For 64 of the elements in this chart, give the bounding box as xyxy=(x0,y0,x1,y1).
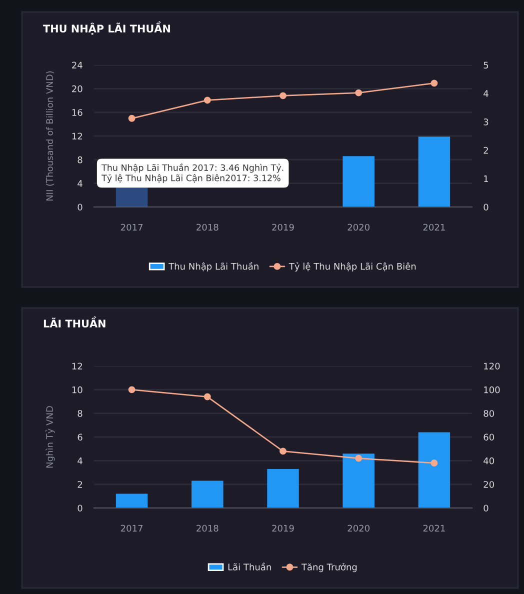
y-tick-label: 24 xyxy=(72,62,82,68)
x-tick-label: 2019 xyxy=(272,224,294,231)
y2-tick-label: 1 xyxy=(484,175,488,182)
y2-tick-label: 20 xyxy=(484,481,494,488)
y-axis-title: Nghìn Tỷ VND xyxy=(46,406,55,468)
point xyxy=(128,114,136,122)
y-axis-title: NII (Thousand of Billion VND) xyxy=(46,71,54,201)
y2-tick-label: 3 xyxy=(484,118,488,126)
point xyxy=(355,454,362,462)
x-tick-label: 2021 xyxy=(423,524,445,532)
y-tick-label: 10 xyxy=(72,386,82,394)
y2-tick-label: 5 xyxy=(484,62,488,69)
chart-title: THU NHẬP LÃI THUẦN xyxy=(43,21,170,35)
bar xyxy=(418,136,450,207)
point xyxy=(355,89,362,96)
bar xyxy=(116,186,148,207)
bar xyxy=(342,156,374,207)
y2-tick-label: 80 xyxy=(484,410,494,417)
point xyxy=(430,80,438,87)
legend-label: Thu Nhập Lãi Thuần xyxy=(168,262,258,272)
y2-tick-label: 0 xyxy=(484,504,488,512)
point xyxy=(204,393,211,400)
x-tick-label: 2020 xyxy=(348,224,370,231)
x-tick-label: 2018 xyxy=(196,224,218,231)
y-tick-label: 0 xyxy=(78,204,82,211)
y-tick-label: 4 xyxy=(78,458,82,464)
legend-label: Tăng Trưởng xyxy=(301,562,357,572)
bar xyxy=(116,494,148,508)
point xyxy=(430,460,438,467)
y-tick-label: 0 xyxy=(78,504,82,512)
y-tick-label: 12 xyxy=(72,132,82,140)
point xyxy=(204,96,211,104)
y-tick-label: 8 xyxy=(78,156,82,164)
y-tick-label: 6 xyxy=(78,434,82,441)
y-tick-label: 20 xyxy=(72,85,82,92)
chart-title: LÃI THUẦN xyxy=(44,316,106,328)
y2-tick-label: 4 xyxy=(484,90,488,97)
y-tick-label: 2 xyxy=(78,481,82,488)
x-tick-label: 2017 xyxy=(120,524,143,532)
y2-tick-label: 60 xyxy=(484,434,494,441)
y2-tick-label: 0 xyxy=(484,204,488,211)
point xyxy=(280,448,286,455)
x-tick-label: 2021 xyxy=(423,224,445,231)
x-tick-label: 2020 xyxy=(348,524,370,532)
bar xyxy=(342,454,374,508)
y2-tick-label: 40 xyxy=(484,457,494,464)
y2-tick-label: 2 xyxy=(484,146,488,154)
legend-label: Lãi Thuần xyxy=(228,562,271,570)
y-tick-label: 12 xyxy=(72,362,82,370)
bar xyxy=(192,480,224,508)
x-tick-label: 2018 xyxy=(196,524,218,532)
legend-label: Tỷ lệ Thu Nhập Lãi Cận Biên xyxy=(288,262,416,272)
x-tick-label: 2017 xyxy=(120,224,143,231)
y2-tick-label: 100 xyxy=(484,386,500,394)
x-tick-label: 2019 xyxy=(272,524,294,532)
y-tick-label: 16 xyxy=(72,109,82,116)
y-tick-label: 8 xyxy=(78,410,82,417)
annotation: Thu Nhập Lãi Thuần 2017: 3.46 Nghìn Tỷ. Tỷ lệ Thu Nhập Lãi Cận Biên2017: 3.12% xyxy=(102,163,284,183)
point xyxy=(280,92,286,100)
point xyxy=(128,386,136,394)
bar xyxy=(418,432,450,508)
y-tick-label: 4 xyxy=(78,180,82,187)
y2-tick-label: 120 xyxy=(484,362,500,370)
bar xyxy=(267,468,299,508)
